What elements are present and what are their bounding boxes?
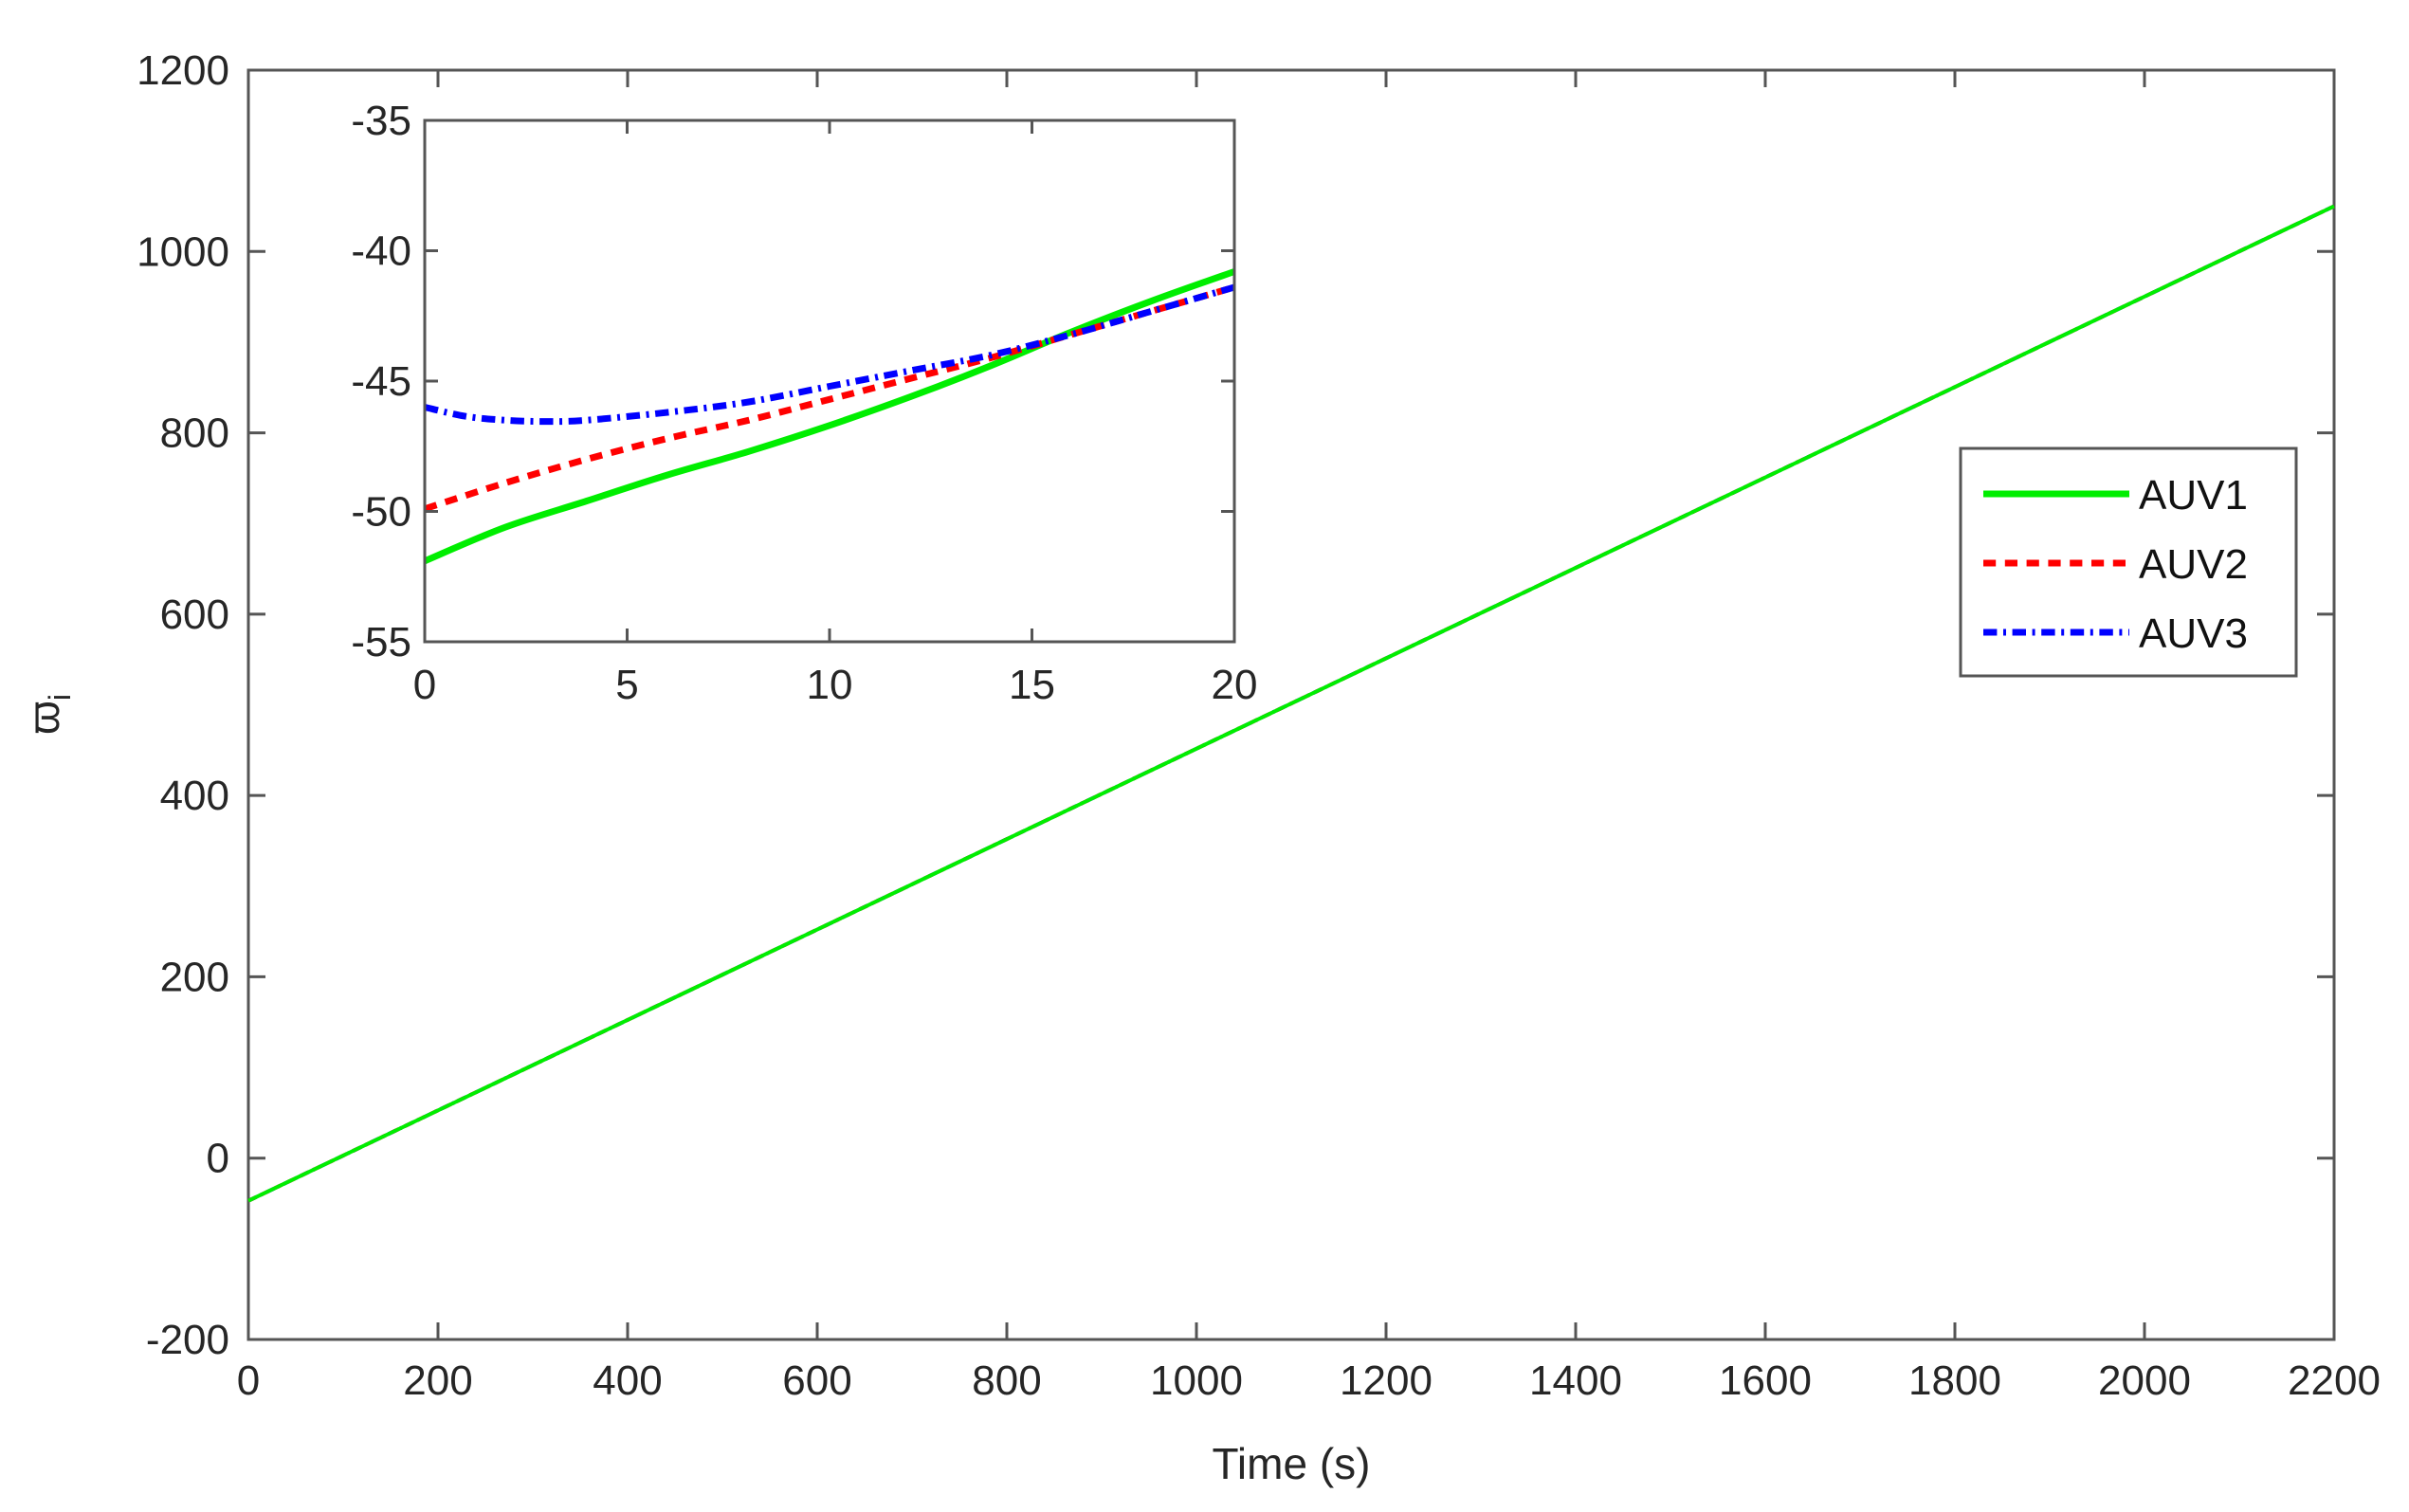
- y-axis-label-main: ϖ: [19, 701, 68, 735]
- main-series: [247, 204, 2335, 1203]
- inset-x-tick-label: 10: [807, 662, 853, 708]
- main-plot: 0 200 400 600 800 1000 1200 1400 1600 1800 2000 220…: [137, 47, 2381, 1404]
- x-tick-label: 400: [593, 1357, 662, 1404]
- inset-plot-background: [425, 120, 1234, 642]
- y-tick-label: 200: [160, 954, 229, 1000]
- main-ticks: 0 200 400 600 800 1000 1200 1400 1600 1800 2000 220…: [137, 47, 2381, 1404]
- inset-y-tick-label: -50: [351, 489, 411, 536]
- main-series-line-auv1: [247, 204, 2335, 1203]
- inset-series-line-auv1: [423, 268, 1236, 565]
- x-tick-label: 1200: [1340, 1357, 1433, 1404]
- y-axis-label-symbol: ϖi: [19, 694, 77, 735]
- x-tick-label: 0: [237, 1357, 260, 1404]
- inset-plot: 0 5 10 15 20 -55 -50 -45 -40 -35: [351, 98, 1257, 708]
- x-tick-label: 2000: [2098, 1357, 2191, 1404]
- legend-label-auv2: AUV2: [2139, 541, 2248, 588]
- y-tick-label: 600: [160, 592, 229, 638]
- inset-x-tick-label: 5: [615, 662, 638, 708]
- inset-x-tick-label: 20: [1212, 662, 1258, 708]
- y-axis-label-subscript: i: [43, 694, 77, 701]
- inset-series: [423, 268, 1236, 565]
- x-tick-label: 1400: [1529, 1357, 1622, 1404]
- x-tick-label: 1000: [1150, 1357, 1243, 1404]
- inset-y-tick-label: -35: [351, 98, 411, 144]
- legend: AUV1 AUV2 AUV3: [1959, 446, 2298, 678]
- x-tick-label: 800: [972, 1357, 1041, 1404]
- x-axis-label: Time (s): [1213, 1439, 1371, 1488]
- legend-label-auv1: AUV1: [2139, 472, 2248, 519]
- main-plot-frame: [246, 68, 2336, 1341]
- legend-label-auv3: AUV3: [2139, 610, 2248, 657]
- x-tick-label: 2200: [2288, 1357, 2381, 1404]
- inset-x-tick-label: 15: [1009, 662, 1055, 708]
- legend-items: AUV1 AUV2 AUV3: [1983, 472, 2248, 657]
- inset-y-tick-label: -40: [351, 228, 411, 275]
- inset-series-line-auv3: [424, 283, 1235, 426]
- y-tick-label: -200: [146, 1317, 229, 1363]
- inset-ticks: 0 5 10 15 20 -55 -50 -45 -40 -35: [351, 98, 1257, 708]
- y-tick-label: 0: [207, 1136, 229, 1182]
- x-tick-label: 1600: [1719, 1357, 1812, 1404]
- inset-x-tick-label: 0: [413, 662, 436, 708]
- x-tick-label: 1800: [1908, 1357, 2001, 1404]
- y-tick-label: 1000: [137, 228, 229, 275]
- x-tick-label: 200: [403, 1357, 472, 1404]
- y-tick-label: 400: [160, 773, 229, 819]
- y-tick-label: 800: [160, 410, 229, 457]
- inset-y-tick-label: -55: [351, 619, 411, 665]
- x-tick-label: 600: [782, 1357, 851, 1404]
- inset-y-tick-label: -45: [351, 358, 411, 405]
- y-axis-label: ϖi: [19, 694, 77, 735]
- inset-series-line-auv2: [423, 283, 1235, 513]
- y-tick-label: 1200: [137, 47, 229, 94]
